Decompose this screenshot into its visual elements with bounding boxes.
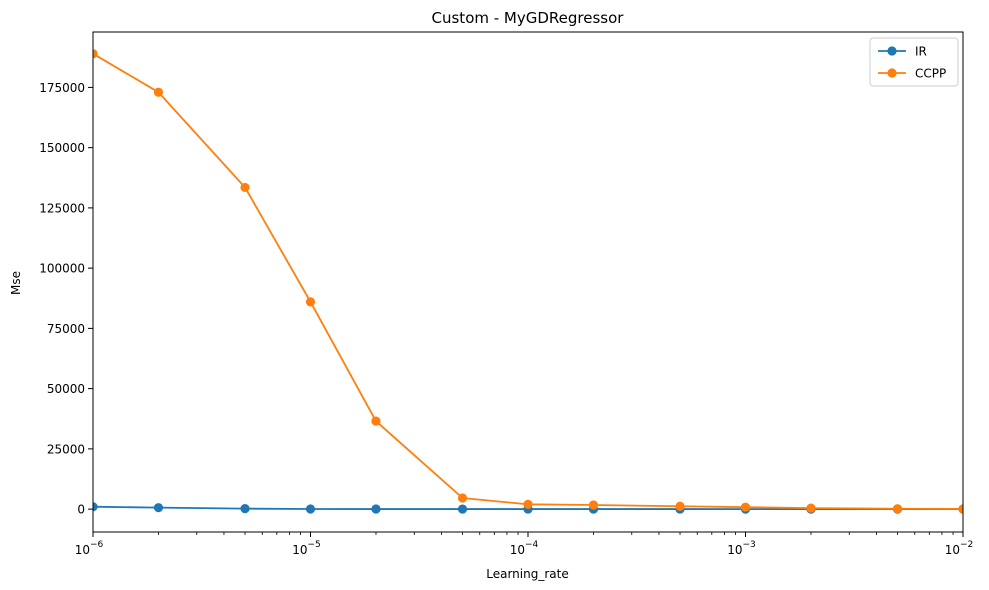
- data-point-ccpp: [153, 87, 164, 97]
- x-tick-exponent: −3: [743, 540, 756, 550]
- legend-marker-ccpp: [887, 68, 897, 78]
- y-axis-label: Mse: [9, 271, 23, 295]
- data-point-ir: [153, 503, 164, 513]
- y-tick-label: 175000: [39, 81, 85, 95]
- data-point-ir: [457, 504, 468, 514]
- y-tick-label: 100000: [39, 262, 85, 276]
- x-axis-label: Learning_rate: [486, 567, 568, 581]
- data-point-ir: [305, 504, 316, 514]
- data-point-ccpp: [457, 493, 468, 503]
- x-tick-exponent: −4: [525, 540, 539, 550]
- chart-title: Custom - MyGDRegressor: [432, 9, 625, 27]
- x-tick-exponent: −2: [960, 540, 973, 550]
- legend-marker-ir: [887, 46, 897, 56]
- data-point-ccpp: [958, 504, 963, 514]
- legend-label-ir: IR: [915, 45, 927, 59]
- data-point-ccpp: [675, 501, 685, 511]
- y-tick-label: 25000: [47, 442, 85, 456]
- legend-label-ccpp: CCPP: [915, 67, 946, 81]
- data-point-ir: [240, 504, 250, 514]
- data-point-ir: [371, 504, 381, 514]
- data-point-ccpp: [892, 504, 903, 514]
- x-tick-exponent: −5: [308, 540, 321, 550]
- data-point-ccpp: [806, 503, 816, 513]
- legend: IR CCPP: [869, 37, 959, 87]
- data-point-ccpp: [371, 416, 381, 426]
- y-tick-label: 75000: [47, 322, 85, 336]
- series-layer: [93, 49, 963, 514]
- y-tick-label: 50000: [47, 382, 85, 396]
- y-axis: 0 25000 50000 75000 100000 125000 150000 175000: [39, 81, 93, 517]
- data-point-ccpp: [240, 182, 250, 193]
- data-point-ccpp: [523, 499, 533, 509]
- data-point-ccpp: [740, 502, 751, 512]
- data-point-ccpp: [588, 500, 599, 510]
- data-point-ir: [93, 502, 98, 512]
- data-point-ccpp: [93, 49, 98, 59]
- x-tick-exponent: −6: [90, 540, 104, 550]
- y-tick-label: 0: [77, 503, 85, 517]
- y-tick-label: 125000: [39, 201, 85, 215]
- y-tick-label: 150000: [39, 141, 85, 155]
- data-point-ccpp: [305, 297, 316, 307]
